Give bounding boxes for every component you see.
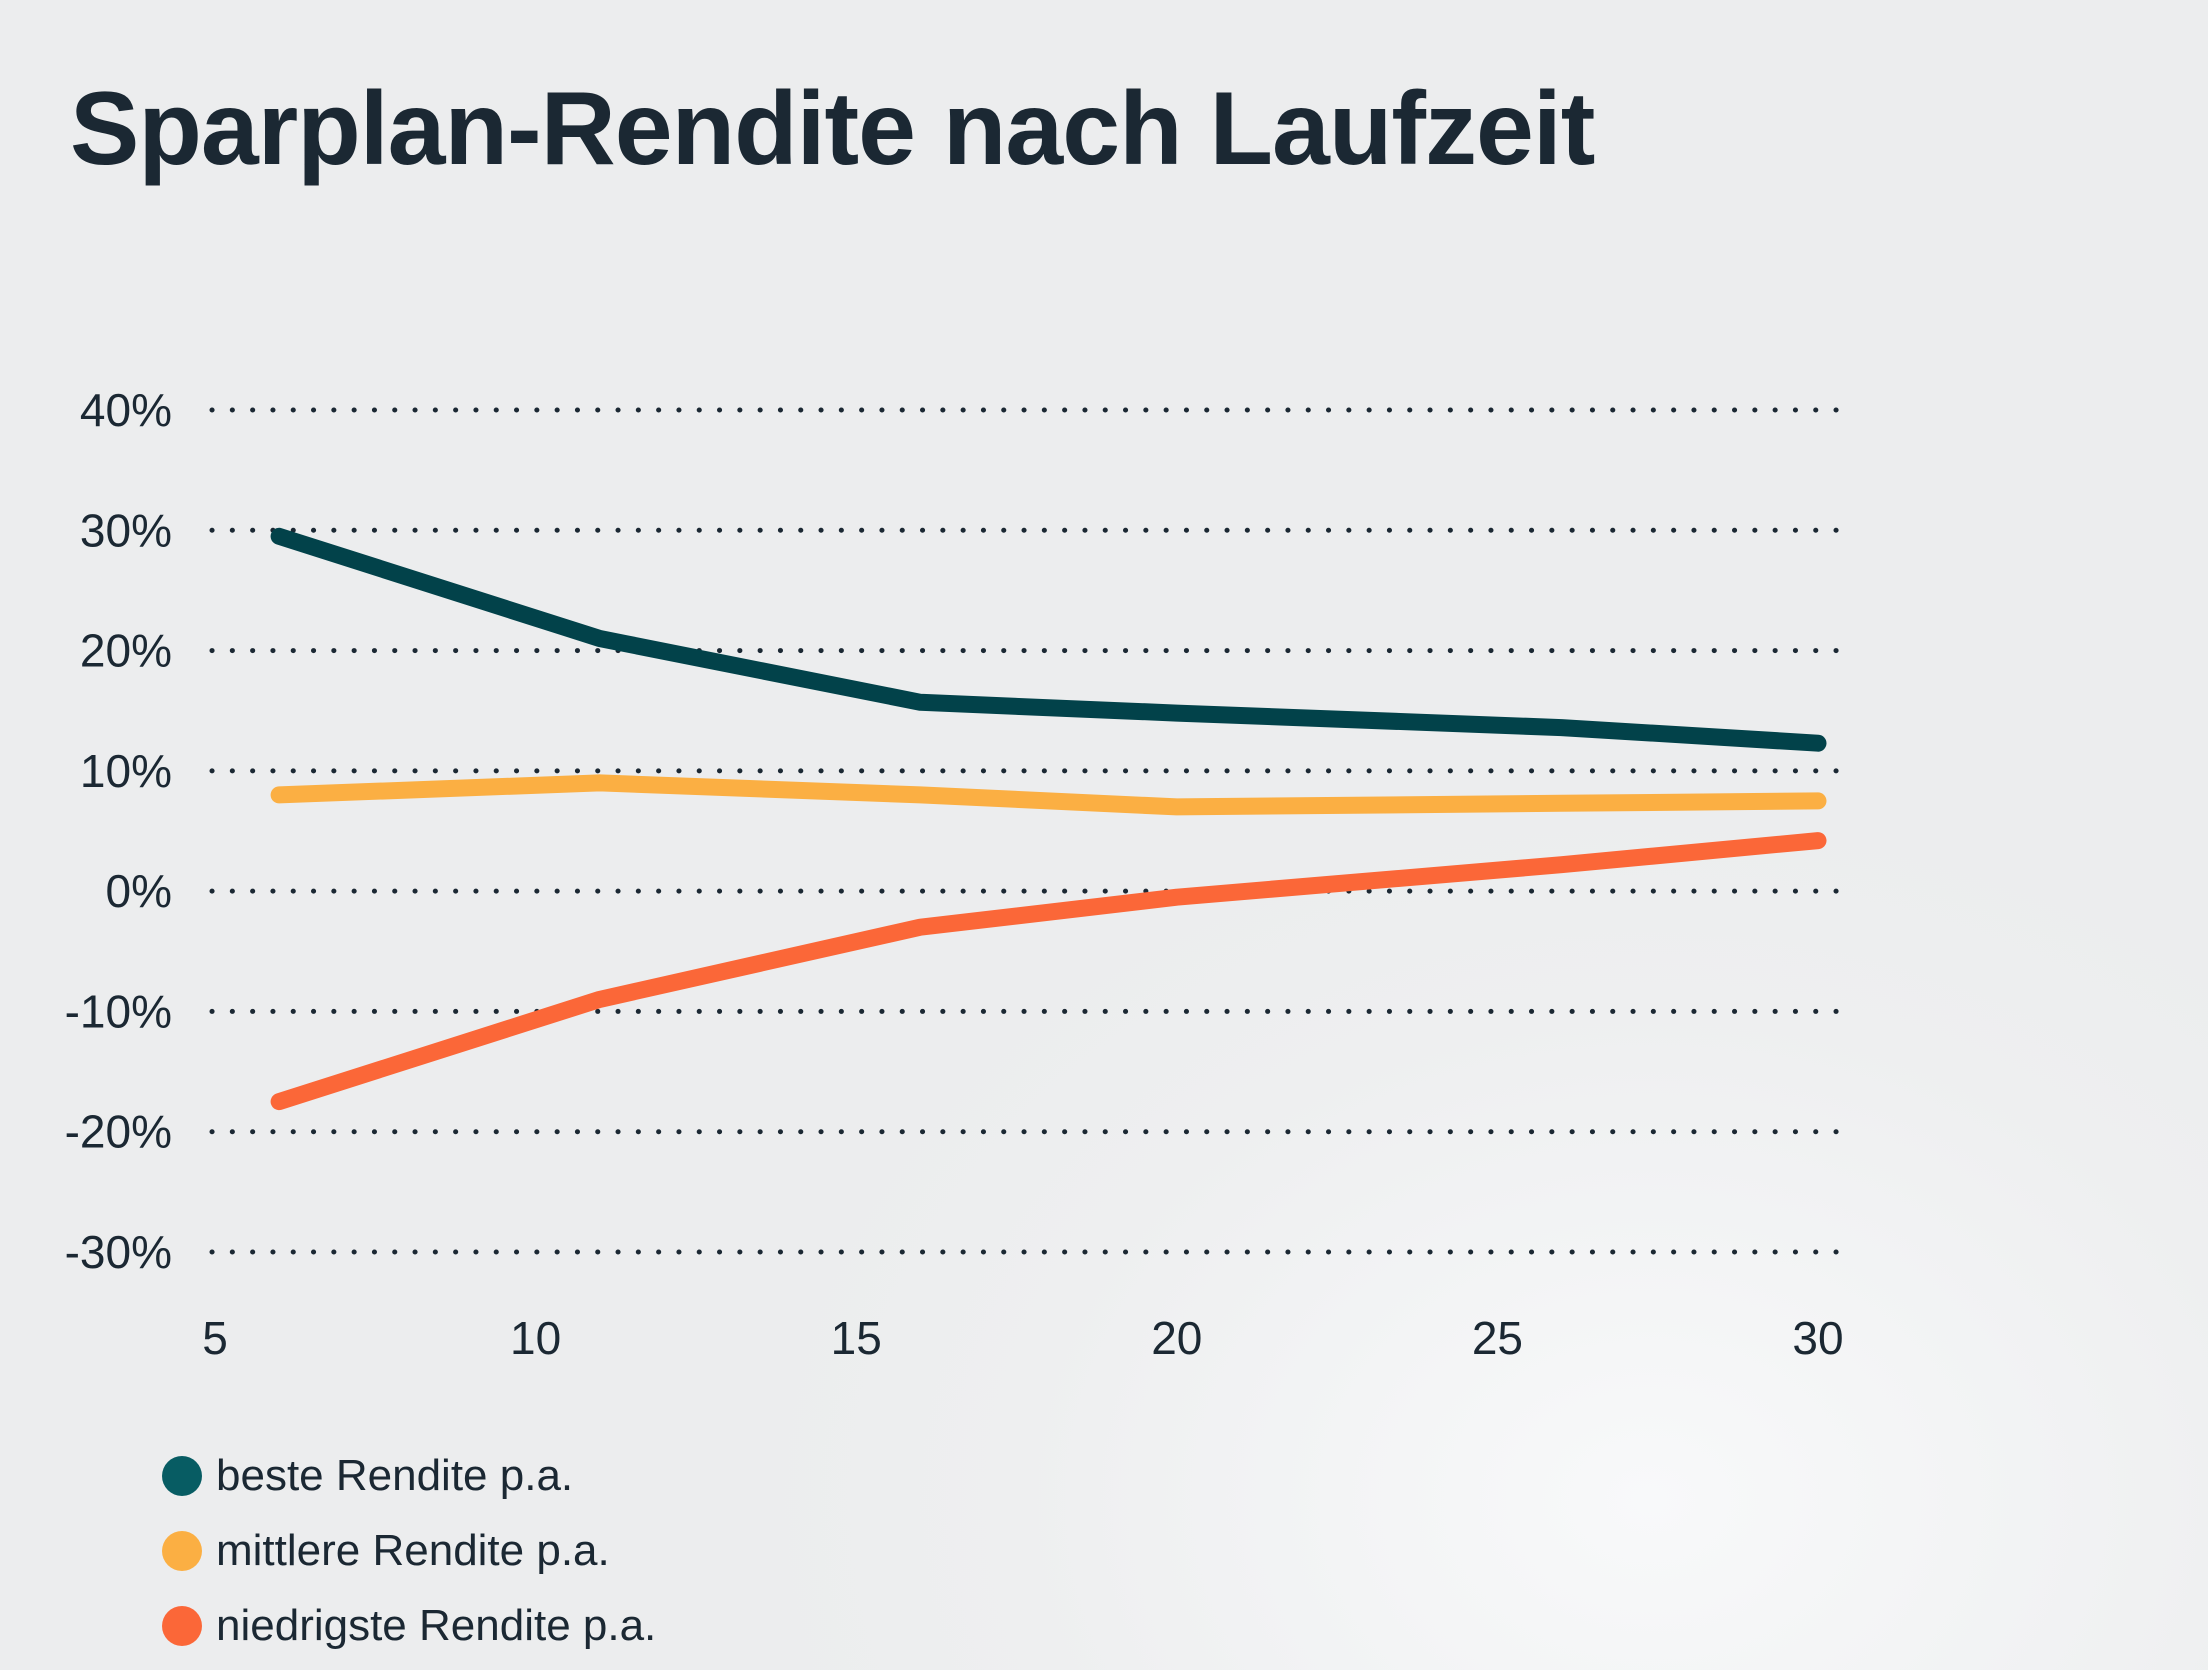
legend-swatch [162,1530,202,1571]
x-tick-label: 25 [1472,1312,1523,1364]
y-tick-label: -10% [65,985,172,1037]
legend-item: niedrigste Rendite p.a. [162,1588,656,1663]
y-tick-label: -30% [65,1226,172,1278]
chart-title: Sparplan-Rendite nach Laufzeit [70,71,1595,187]
gridlines [209,407,1845,1255]
y-tick-label: 30% [80,504,172,556]
legend-label: beste Rendite p.a. [216,1450,574,1500]
x-tick-label: 5 [202,1312,228,1364]
y-tick-label: -20% [65,1106,172,1158]
legend-swatch [162,1455,202,1496]
y-axis-tick-labels: 40% 30% 20% 10% 0% -10% -20% -30% [65,384,172,1278]
y-tick-label: 20% [80,625,172,677]
y-tick-label: 40% [80,384,172,436]
legend-label: niedrigste Rendite p.a. [216,1600,657,1650]
series-line-1 [270,527,1827,752]
x-tick-label: 15 [831,1312,882,1364]
series-lines [270,527,1827,1111]
legend-item: mittlere Rendite p.a. [162,1513,656,1588]
legend-label: mittlere Rendite p.a. [216,1525,610,1575]
x-tick-label: 30 [1792,1312,1843,1364]
x-axis-tick-labels: 5 10 15 20 25 30 [202,1312,1843,1364]
y-tick-label: 10% [80,745,172,797]
legend-swatch [162,1605,202,1646]
line-chart: 40% 30% 20% 10% 0% -10% -20% -30% 5 10 15 20 25 30 [65,384,1845,1364]
legend: beste Rendite p.a. mittlere Rendite p.a. n… [162,1438,656,1663]
series-line-3 [270,832,1827,1111]
x-tick-label: 20 [1151,1312,1202,1364]
legend-item: beste Rendite p.a. [162,1438,656,1513]
x-tick-label: 10 [510,1312,561,1364]
y-tick-label: 0% [106,865,172,917]
series-line-2 [270,774,1827,816]
